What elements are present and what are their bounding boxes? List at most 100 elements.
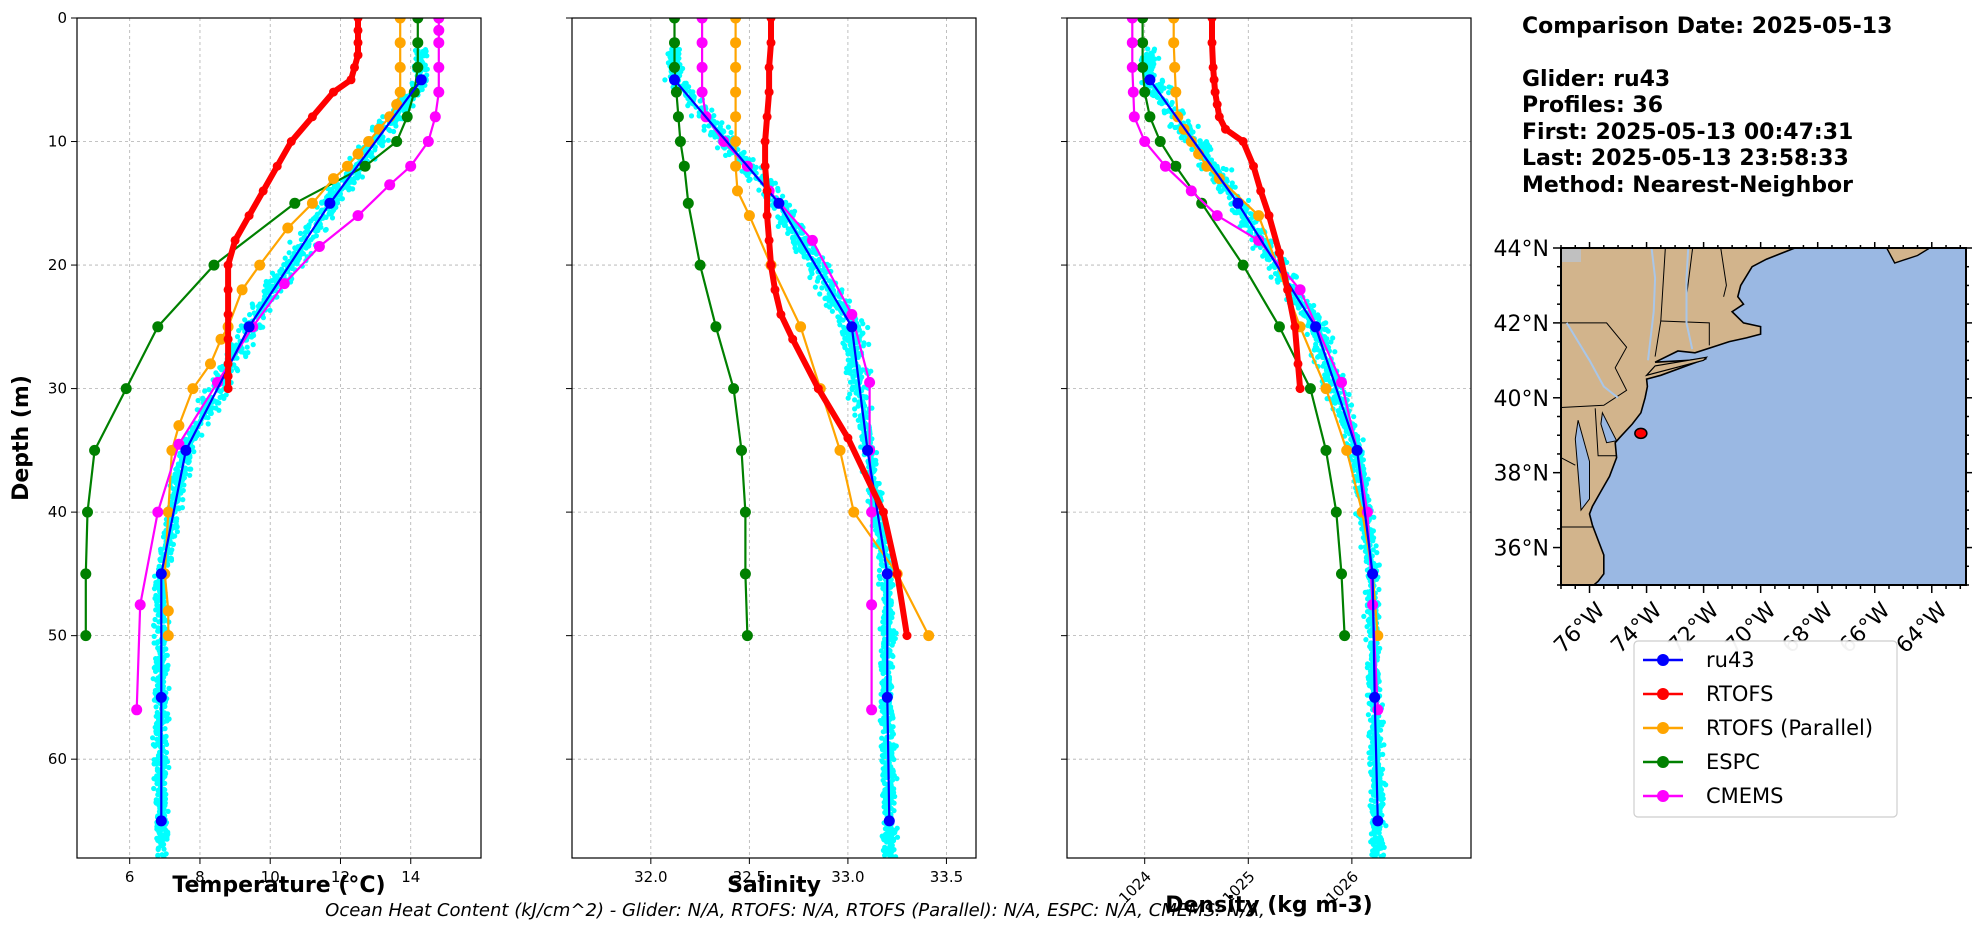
glider-point xyxy=(156,838,163,845)
series-marker-rtofs xyxy=(1207,38,1217,48)
glider-point xyxy=(293,246,299,252)
series-marker-espc xyxy=(359,160,371,172)
glider-point xyxy=(708,129,714,135)
y-tick-label: 0 xyxy=(57,9,67,27)
glider-point xyxy=(250,304,256,310)
glider-point xyxy=(726,149,733,155)
series-marker-rtofs xyxy=(346,75,356,85)
series-marker-cmems xyxy=(1253,234,1265,246)
glider-point xyxy=(154,602,160,608)
glider-point xyxy=(1233,210,1240,216)
series-marker-rtofs xyxy=(892,569,902,579)
series-marker-rtofs_parallel xyxy=(394,18,406,24)
series-marker-rtofs xyxy=(762,211,772,221)
series-marker-espc xyxy=(1137,37,1149,49)
series-marker-rtofs_parallel xyxy=(1320,383,1332,395)
river xyxy=(1565,322,1619,399)
glider-point xyxy=(161,790,167,796)
glider-point xyxy=(1352,458,1358,464)
glider-point xyxy=(882,849,889,855)
glider-point xyxy=(878,648,884,654)
legend-label: ru43 xyxy=(1706,648,1755,672)
series-marker-rtofs_parallel xyxy=(834,444,846,456)
glider-point xyxy=(842,329,848,335)
glider-point xyxy=(1373,543,1379,549)
series-marker-ru43 xyxy=(1372,815,1384,827)
series-marker-cmems xyxy=(846,309,858,320)
nova-scotia xyxy=(1885,248,1932,264)
series-marker-espc xyxy=(82,506,93,518)
x-tick-label: 33.5 xyxy=(930,868,963,886)
glider-point xyxy=(153,582,159,588)
glider-point xyxy=(823,302,829,308)
series-marker-cmems xyxy=(718,136,730,147)
glider-point xyxy=(164,759,171,765)
series-marker-rtofs_parallel xyxy=(1253,210,1265,222)
series-marker-rtofs_parallel xyxy=(282,222,294,234)
glider-point xyxy=(872,519,878,526)
glider-point xyxy=(1358,544,1364,550)
glider-point xyxy=(1311,309,1317,315)
glider-point xyxy=(1315,353,1322,359)
glider-point xyxy=(162,770,168,776)
glider-point xyxy=(880,792,886,799)
glider-point xyxy=(170,486,176,492)
series-marker-rtofs xyxy=(223,310,233,319)
glider-point xyxy=(1365,674,1371,680)
legend-label: ESPC xyxy=(1706,750,1760,774)
glider-point xyxy=(1228,201,1234,207)
state-border xyxy=(1561,322,1628,409)
chesapeake-bay xyxy=(1574,420,1590,512)
glider-point xyxy=(1315,312,1321,318)
glider-point xyxy=(879,758,885,764)
glider-point xyxy=(878,561,884,568)
glider-point xyxy=(160,534,167,540)
glider-point xyxy=(688,113,695,119)
series-marker-espc xyxy=(1237,259,1249,271)
glider-point xyxy=(162,773,168,780)
series-marker-rtofs_parallel xyxy=(328,173,339,185)
glider-point xyxy=(714,145,721,151)
glider-point xyxy=(728,129,734,136)
series-marker-espc xyxy=(1137,61,1149,73)
glider-point xyxy=(1264,256,1270,262)
series-marker-espc xyxy=(412,37,424,49)
glider-point xyxy=(860,330,866,336)
glider-point xyxy=(775,223,781,229)
series-marker-rtofs_parallel xyxy=(1341,444,1353,456)
series-marker-ru43 xyxy=(324,197,336,209)
glider-point xyxy=(1358,520,1364,526)
glider-point xyxy=(161,854,167,858)
glider-point xyxy=(180,497,186,503)
glider-point xyxy=(151,633,157,640)
glider-point xyxy=(207,410,213,416)
glider-point xyxy=(161,710,168,716)
glider-point xyxy=(1313,336,1319,342)
series-marker-rtofs xyxy=(353,50,363,60)
glider-point xyxy=(422,62,428,68)
series-marker-cmems xyxy=(1159,160,1171,172)
series-marker-rtofs xyxy=(766,18,776,23)
glider-point xyxy=(1374,562,1380,569)
glider-point xyxy=(1169,99,1175,106)
method: Method: Nearest-Neighbor xyxy=(1522,173,1853,198)
series-marker-rtofs_parallel xyxy=(162,630,174,642)
glider-point xyxy=(891,847,897,853)
glider-point xyxy=(216,407,222,413)
glider-point xyxy=(303,244,309,250)
series-marker-cmems xyxy=(1185,185,1197,197)
glider-point xyxy=(887,726,893,732)
glider-point xyxy=(1291,272,1297,278)
glider-point xyxy=(1223,166,1229,173)
glider-point xyxy=(1144,58,1150,64)
y-tick-label: 40 xyxy=(48,503,67,521)
glider-point xyxy=(859,374,865,380)
legend-marker xyxy=(1657,722,1669,734)
glider-point xyxy=(301,234,307,240)
glider-point xyxy=(876,567,883,574)
glider-point xyxy=(888,789,894,795)
glider-point xyxy=(1335,408,1341,414)
series-marker-rtofs xyxy=(1210,87,1220,97)
series-marker-rtofs xyxy=(1256,186,1266,196)
series-marker-espc xyxy=(710,321,722,333)
